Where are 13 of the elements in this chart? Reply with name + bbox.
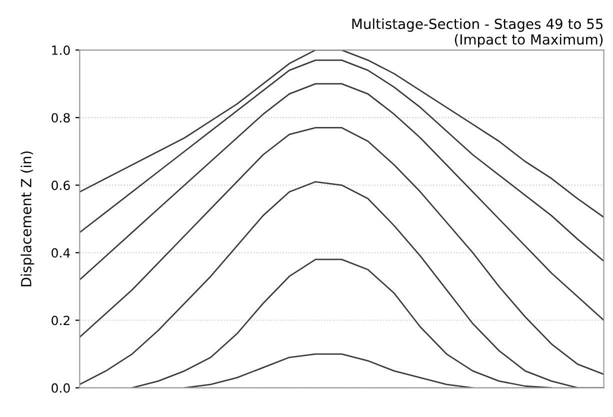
chart-title: Multistage-Section - Stages 49 to 55 (Impact to Maximum) [352,18,603,48]
y-tick-label: 0.6 [52,180,70,190]
y-tick-label: 1.0 [52,46,70,55]
y-tick-label: 0.0 [52,383,70,393]
y-axis-title: Displacement Z (in) [20,151,34,286]
y-tick-label: 0.8 [52,113,70,123]
line-series [80,127,604,375]
line-series [80,59,604,262]
y-tick-label: 0.2 [52,316,70,326]
line-series [184,353,474,388]
y-tick-label: 0.4 [52,248,70,258]
line-series [131,258,552,388]
line-series [80,83,604,321]
